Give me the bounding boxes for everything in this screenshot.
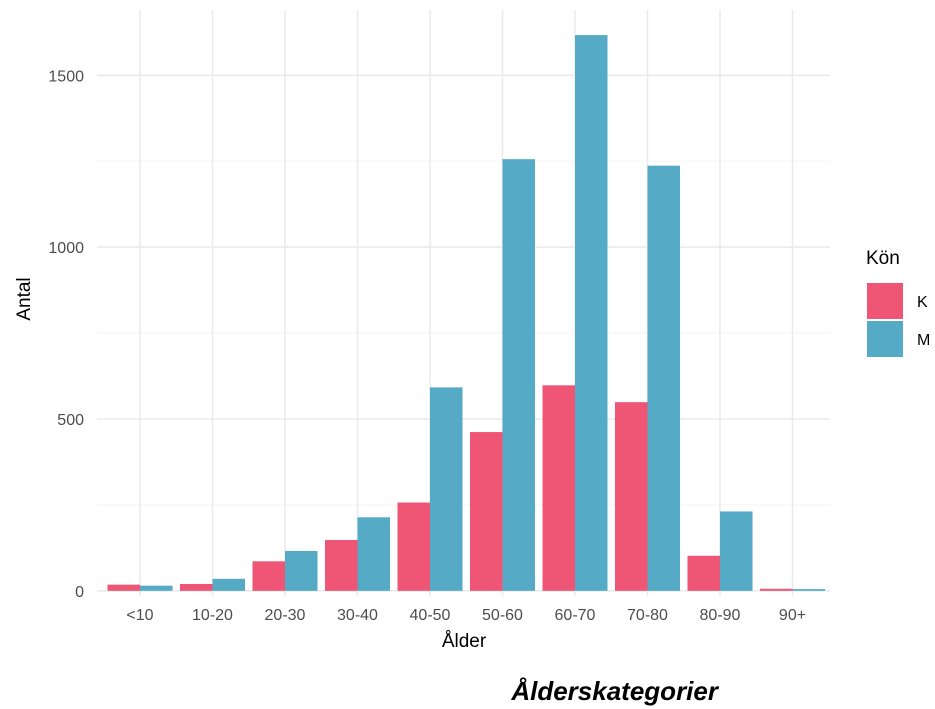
bar-k-3	[252, 561, 285, 591]
bar-k-9	[687, 555, 720, 591]
bar-k-5	[397, 502, 430, 591]
y-tick-label: 500	[57, 412, 84, 429]
bar-k-1	[107, 584, 140, 591]
grid	[97, 10, 830, 596]
x-tick-label: 90+	[779, 607, 806, 624]
bar-m-7	[575, 35, 608, 591]
legend: Kön K M	[866, 248, 930, 357]
legend-label-k: K	[917, 294, 928, 311]
x-tick-label: 30-40	[337, 607, 378, 624]
bar-m-6	[502, 159, 535, 591]
bars	[107, 35, 825, 591]
bar-m-3	[285, 550, 318, 591]
y-axis-ticks: 0 500 1000 1500	[48, 68, 84, 601]
x-tick-label: 50-60	[482, 607, 523, 624]
bar-m-1	[140, 585, 173, 591]
y-tick-label: 1000	[48, 240, 84, 257]
x-tick-label: 10-20	[192, 607, 233, 624]
chart-caption: Ålderskategorier	[510, 676, 720, 706]
x-tick-label: <10	[126, 607, 153, 624]
bar-k-2	[180, 583, 213, 591]
y-axis-title: Antal	[14, 277, 35, 320]
y-tick-label: 0	[75, 584, 84, 601]
y-tick-label: 1500	[48, 68, 84, 85]
bar-m-2	[212, 578, 245, 591]
x-tick-label: 40-50	[410, 607, 451, 624]
legend-title: Kön	[866, 248, 900, 269]
bar-m-10	[792, 589, 825, 591]
x-axis-title: Ålder	[442, 631, 487, 652]
bar-k-8	[615, 402, 648, 591]
legend-swatch-m	[867, 321, 903, 357]
x-tick-label: 60-70	[555, 607, 596, 624]
x-tick-label: 80-90	[700, 607, 741, 624]
bar-k-7	[542, 385, 575, 591]
x-axis-ticks: <10 10-20 20-30 30-40 40-50 50-60 60-70 70-80 80…	[126, 607, 806, 624]
bar-m-5	[430, 387, 463, 591]
bar-k-10	[760, 588, 793, 591]
bar-k-4	[325, 539, 358, 591]
bar-m-9	[720, 511, 753, 591]
bar-m-8	[647, 165, 680, 591]
x-tick-label: 70-80	[627, 607, 668, 624]
bar-m-4	[357, 517, 390, 591]
legend-swatch-k	[867, 283, 903, 319]
x-tick-label: 20-30	[265, 607, 306, 624]
bar-k-6	[470, 432, 503, 591]
legend-label-m: M	[917, 332, 930, 349]
